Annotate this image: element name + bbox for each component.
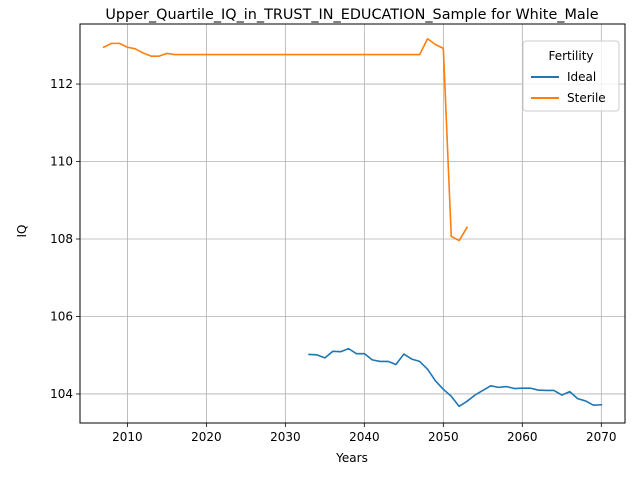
legend: Fertility Ideal Sterile xyxy=(522,40,620,112)
legend-label-sterile: Sterile xyxy=(567,91,606,105)
x-tick-label: 2060 xyxy=(507,430,538,444)
series-line-sterile xyxy=(102,37,469,242)
y-tick-label: 106 xyxy=(50,309,73,323)
x-tick-label: 2020 xyxy=(191,430,222,444)
grid-lines xyxy=(80,24,625,423)
x-tick-label: 2040 xyxy=(349,430,380,444)
y-tick-label: 112 xyxy=(50,77,73,91)
y-tick-label: 110 xyxy=(50,155,73,169)
x-tick-label: 2070 xyxy=(586,430,617,444)
plot-frame xyxy=(79,23,626,424)
chart-title: Upper_Quartile_IQ_in_TRUST_IN_EDUCATION_… xyxy=(105,7,598,23)
x-tick-label: 2010 xyxy=(112,430,143,444)
y-tick-label: 104 xyxy=(50,387,73,401)
y-axis-label: IQ xyxy=(15,225,29,238)
y-tick-label: 108 xyxy=(50,232,73,246)
x-axis-label: Years xyxy=(335,451,368,465)
legend-label-ideal: Ideal xyxy=(567,70,596,84)
x-tick-label: 2030 xyxy=(270,430,301,444)
legend-title: Fertility xyxy=(548,49,593,63)
series-lines xyxy=(102,37,603,408)
legend-box xyxy=(522,40,620,112)
x-tick-label: 2050 xyxy=(428,430,459,444)
axis-ticks: 2010 2020 2030 2040 2050 2060 2070 104 106 108 110… xyxy=(50,77,616,444)
series-line-ideal xyxy=(308,347,603,408)
